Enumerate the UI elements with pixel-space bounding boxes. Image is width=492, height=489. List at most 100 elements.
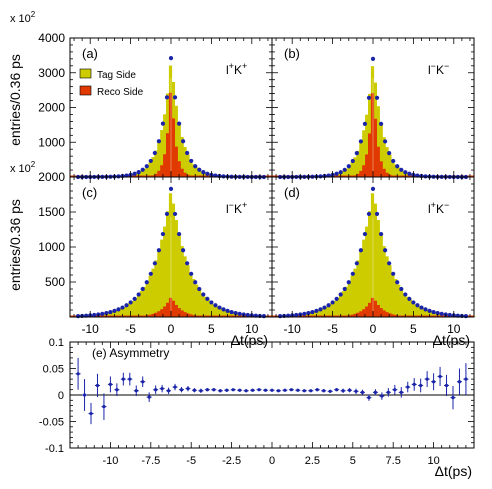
tag-side-bar (394, 164, 398, 177)
data-point (197, 286, 202, 292)
data-point (172, 211, 178, 217)
data-point (423, 307, 428, 312)
asymmetry-point (380, 394, 384, 398)
tag-side-bar (145, 281, 149, 317)
data-point (306, 310, 311, 316)
legend-swatch-reco (79, 85, 92, 96)
y-tick-label: 2000 (38, 170, 65, 184)
tag-side-bar (192, 279, 196, 317)
data-point (447, 312, 452, 318)
reco-side-bar (165, 302, 170, 317)
data-point (362, 231, 368, 237)
tag-side-bar (163, 114, 167, 177)
channel-label: l−K− (428, 61, 449, 77)
tag-side-bar (373, 203, 378, 317)
tag-side-bar (379, 123, 383, 177)
data-point (112, 308, 117, 313)
tag-side-bar (356, 150, 360, 177)
x-tick-label: -10 (284, 322, 302, 336)
data-point (403, 170, 408, 175)
panel-label: (d) (284, 185, 300, 200)
y-tick-label: -0.05 (39, 417, 64, 429)
data-point (201, 170, 206, 175)
asymmetry-point (82, 393, 87, 397)
asymmetry-point (108, 382, 112, 386)
asymmetry-point (231, 388, 235, 392)
x-tick-label: -10 (102, 455, 118, 467)
reco-side-bar (160, 165, 164, 177)
data-point (366, 95, 372, 100)
data-point (342, 167, 347, 172)
tag-side-bar (376, 106, 380, 177)
tag-side-bar (215, 306, 219, 317)
tag-side-bar (385, 147, 389, 177)
data-point (370, 186, 376, 191)
data-point (185, 261, 190, 266)
tag-side-bar (397, 284, 401, 317)
tag-side-bar (200, 293, 205, 317)
reco-side-bar (370, 297, 375, 317)
tag-side-bar (350, 162, 354, 177)
data-point (193, 164, 198, 169)
data-point (261, 314, 267, 319)
tag-side-bar (420, 307, 424, 317)
data-point (148, 158, 153, 164)
tag-side-bar (183, 146, 187, 177)
reco-side-bar (160, 309, 164, 317)
reco-side-bar (168, 297, 173, 317)
tag-side-bar (338, 294, 343, 317)
data-point (294, 312, 299, 318)
reco-side-bar (174, 304, 178, 317)
panel-label: (e) Asymmetry (92, 346, 169, 360)
data-point (354, 151, 359, 156)
y-tick-label: 500 (45, 275, 65, 289)
x-tick-label: -5 (186, 455, 196, 467)
data-point (395, 280, 400, 285)
reco-side-bar (151, 313, 155, 317)
asymmetry-point (147, 395, 151, 399)
data-point (310, 309, 315, 315)
asymmetry-point (425, 377, 429, 381)
reco-side-bar (174, 146, 178, 177)
data-point (116, 174, 121, 179)
tag-side-bar (142, 286, 146, 317)
tag-side-bar (128, 303, 132, 317)
tag-side-bar (180, 246, 184, 317)
asymmetry-point (309, 389, 313, 393)
tag-side-bar (160, 239, 164, 317)
reco-side-bar (353, 313, 357, 317)
reco-side-bar (376, 304, 380, 317)
data-point (366, 211, 372, 217)
data-point (318, 307, 323, 312)
tag-side-bar (411, 302, 415, 317)
data-point (193, 280, 198, 285)
reco-side-bar (171, 300, 176, 317)
asymmetry-point (335, 388, 339, 392)
y-tick-label: 0 (58, 390, 64, 402)
tag-side-bar (394, 279, 398, 317)
tag-side-bar (399, 169, 404, 177)
reco-side-bar (365, 154, 369, 177)
tag-side-bar (367, 211, 372, 317)
tag-side-bar (408, 299, 412, 317)
reco-side-bar (168, 92, 173, 177)
tag-side-bar (423, 309, 427, 317)
tag-side-bar (203, 296, 208, 317)
reco-side-bar (382, 168, 386, 177)
data-point (431, 309, 436, 315)
asymmetry-point (76, 372, 80, 376)
reco-side-bar (362, 165, 366, 177)
tag-side-bar (142, 168, 146, 177)
y-axis-title-top: entries/0.36 ps (7, 54, 23, 146)
data-point (415, 303, 420, 308)
tag-side-bar (148, 275, 152, 317)
reco-side-bar (379, 161, 383, 177)
x-tick-label: 0 (370, 322, 377, 336)
tag-side-bar (229, 312, 234, 317)
reco-side-bar (186, 313, 190, 317)
tag-side-bar (341, 291, 346, 317)
asymmetry-point (270, 388, 274, 392)
data-point (144, 280, 149, 285)
tag-side-bar (227, 311, 231, 317)
